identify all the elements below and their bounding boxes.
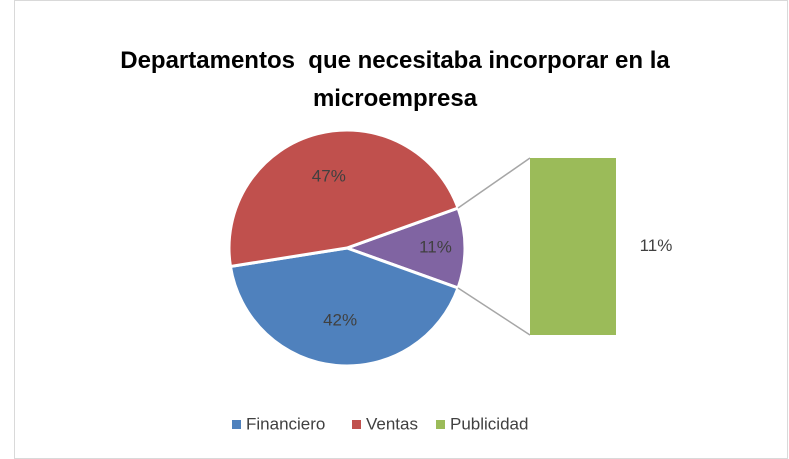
legend-label: Financiero — [246, 414, 325, 433]
data-label: 11% — [640, 236, 673, 255]
legend-label: Ventas — [366, 414, 418, 433]
legend-marker — [352, 420, 361, 429]
connector-line — [457, 157, 531, 209]
pie-slice — [342, 206, 467, 290]
bar — [530, 158, 616, 335]
legend-label: Publicidad — [450, 414, 528, 433]
pie-slice — [228, 246, 460, 368]
pie-slice — [227, 128, 460, 269]
data-label: 42% — [323, 310, 357, 329]
legend-marker — [436, 420, 445, 429]
chart-title: Departamentos que necesitaba incorporar … — [120, 47, 677, 112]
data-label: 11% — [419, 237, 452, 256]
data-label: 47% — [312, 167, 346, 186]
legend-marker — [232, 420, 241, 429]
connector-line — [457, 287, 531, 336]
